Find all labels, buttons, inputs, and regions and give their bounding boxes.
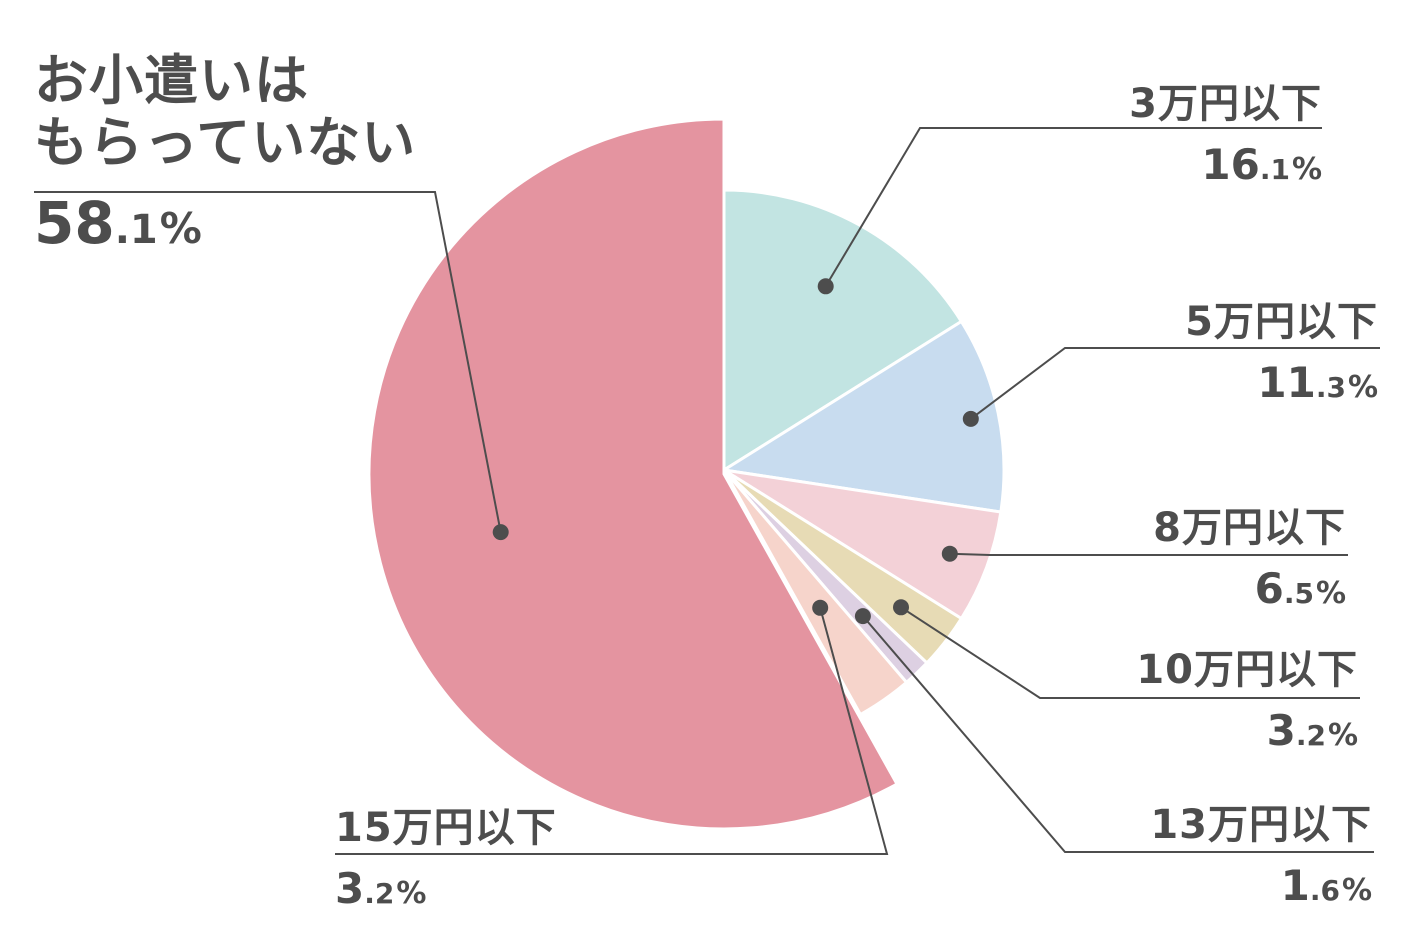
label-no-allowance: お小遣いは もらっていない 58.1% [34, 49, 417, 257]
leader-line [824, 127, 1322, 287]
leader-line [862, 615, 1374, 853]
slice-percent: 3.2% [335, 864, 427, 913]
slice-percent: 58.1% [34, 189, 202, 257]
slice-label-line-1: お小遣いは [34, 49, 309, 112]
slice-percent: 1.6% [1280, 861, 1372, 910]
slice-label: 13万円以下 [1150, 802, 1372, 848]
leader-dot [817, 278, 834, 295]
pie-slice [722, 188, 964, 473]
slice-label: 10万円以下 [1136, 647, 1358, 693]
leader-dot [893, 599, 909, 616]
slice-label-line-2: もらっていない [34, 111, 417, 174]
leader-line [34, 191, 502, 533]
pie-slice [719, 319, 1006, 514]
pie-slice [722, 469, 909, 717]
label-15man: 15万円以下 3.2% [335, 808, 557, 910]
slice-label: 3万円以下 [1129, 81, 1322, 127]
slice-label: 5万円以下 [1185, 299, 1378, 345]
slice-percent: 3.2% [1266, 706, 1358, 755]
slice-percent: 6.5% [1254, 564, 1346, 613]
slice-label: 8万円以下 [1153, 505, 1346, 551]
slice-percent: 16.1% [1201, 140, 1322, 189]
leader-dot [492, 524, 509, 541]
slice-label: 15万円以下 [335, 805, 557, 851]
leader-line [970, 347, 1380, 420]
label-10man: 10万円以下 3.2% [1136, 650, 1358, 752]
leader-dot [812, 599, 829, 616]
label-3man: 3万円以下 16.1% [1129, 84, 1322, 186]
pie-slice [723, 468, 1003, 621]
leader-dot [962, 410, 979, 427]
leader-line [335, 607, 889, 855]
leader-line [900, 606, 1360, 699]
leader-line [949, 552, 1348, 556]
leader-dot [941, 545, 958, 562]
leader-dot [854, 608, 871, 625]
pie-slices [367, 117, 1006, 831]
label-13man: 13万円以下 1.6% [1150, 805, 1372, 907]
label-5man: 5万円以下 11.3% [1185, 302, 1378, 404]
label-8man: 8万円以下 6.5% [1153, 508, 1346, 610]
pie-slice [367, 117, 900, 831]
slice-percent: 11.3% [1257, 358, 1378, 407]
leader-lines [34, 127, 1380, 855]
